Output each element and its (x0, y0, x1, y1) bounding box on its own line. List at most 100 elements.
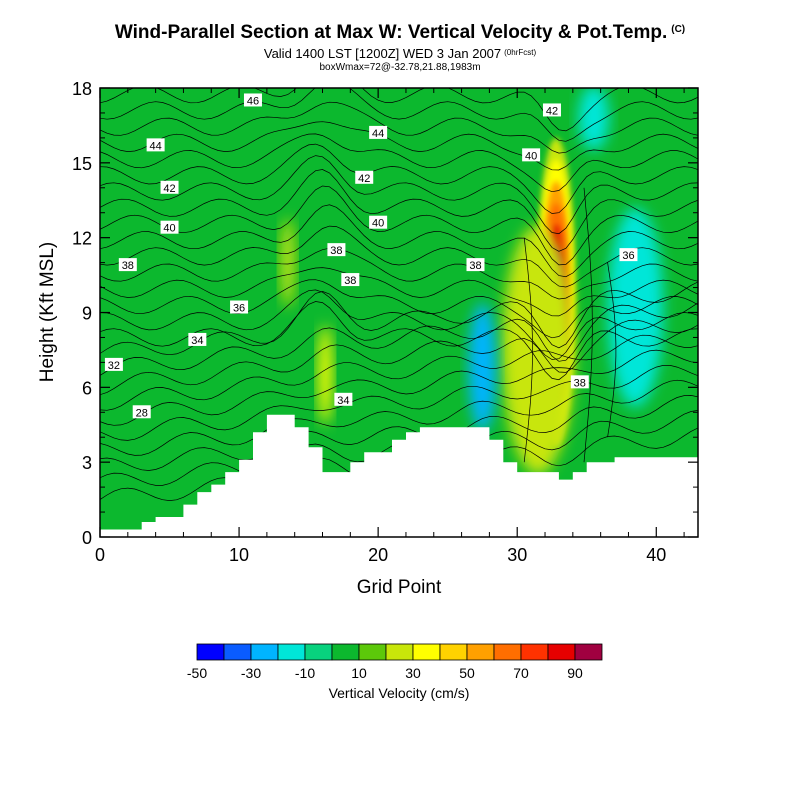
colorbar-swatch (547, 643, 576, 661)
theta-label-bg (522, 148, 541, 162)
chart-title-text: Wind-Parallel Section at Max W: Vertical… (114, 22, 668, 43)
theta-contour-line (100, 279, 698, 339)
theta-contour-label: 40 (369, 215, 388, 230)
theta-contour-line (100, 267, 698, 317)
theta-contour-line (100, 121, 698, 171)
theta-label-text: 38 (122, 260, 134, 272)
theta-label-bg (104, 357, 123, 371)
colorbar-tick-label: 90 (567, 665, 583, 681)
y-tick-label: 0 (82, 528, 92, 548)
theta-label-text: 38 (330, 245, 342, 257)
colorbar-swatch (385, 643, 414, 661)
plot-area (100, 88, 698, 537)
theta-contour-label: 32 (104, 357, 123, 372)
theta-label-text: 40 (525, 150, 537, 162)
theta-contour-label: 38 (327, 243, 346, 257)
theta-contour-line (100, 302, 698, 376)
theta-contour-line (100, 334, 698, 411)
chart-subtitle: Valid 1400 LST [1200Z] WED 3 Jan 2007 (0h… (0, 46, 800, 61)
theta-contour-line (100, 301, 698, 381)
colorbar-swatch (439, 643, 468, 661)
y-axis-title: Height (Kft MSL) (37, 242, 58, 382)
colorbar-tick-label: 10 (351, 665, 367, 681)
velocity-region (578, 88, 609, 151)
theta-label-bg (542, 103, 561, 117)
velocity-region (468, 302, 497, 433)
theta-contour-label: 42 (542, 103, 561, 117)
colorbar-tick-label: -30 (241, 665, 261, 681)
theta-label-text: 38 (344, 275, 356, 287)
theta-contour-line (100, 169, 698, 252)
theta-contour-line (100, 88, 698, 142)
theta-label-text: 42 (163, 183, 175, 195)
theta-label-text: 42 (546, 105, 558, 117)
theta-contour-label: 36 (230, 300, 249, 315)
chart-subtitle-box: boxWmax=72@-32.78,21.88,1983m (319, 62, 481, 73)
theta-contour-line (100, 395, 698, 471)
theta-contour-line (100, 349, 698, 426)
theta-contour-line (100, 247, 698, 300)
y-tick-label: 3 (82, 453, 92, 473)
theta-label-text: 28 (136, 407, 148, 419)
theta-label-bg (132, 405, 151, 419)
colorbar-tick-label: -10 (295, 665, 315, 681)
theta-contour-line (583, 187, 593, 463)
theta-label-text: 40 (372, 218, 384, 230)
theta-contour-label: 28 (132, 405, 151, 419)
theta-label-text: 34 (337, 395, 349, 407)
theta-label-bg (341, 273, 360, 287)
chart-title-mark: (C) (671, 24, 686, 35)
theta-contour-label: 38 (570, 375, 589, 389)
theta-contour-label: 38 (466, 258, 485, 272)
theta-label-bg (619, 248, 638, 262)
theta-label-text: 44 (150, 140, 162, 152)
theta-label-bg (327, 243, 346, 257)
theta-contour-label: 42 (160, 180, 179, 195)
theta-contour-label: 36 (619, 248, 638, 262)
x-tick-label: 30 (507, 545, 527, 565)
theta-label-bg (160, 220, 179, 234)
theta-contour-label: 40 (160, 220, 179, 235)
colorbar-swatch (466, 643, 495, 661)
theta-label-text: 36 (233, 303, 245, 315)
theta-contour-line (100, 289, 698, 360)
theta-label-bg (334, 392, 353, 406)
chart-subtitle-text: Valid 1400 LST [1200Z] WED 3 Jan 2007 (263, 46, 502, 61)
theta-label-bg (188, 332, 207, 346)
colorbar-swatch (223, 643, 252, 661)
colorbar-title: Vertical Velocity (cm/s) (329, 685, 470, 701)
colorbar-swatch (304, 643, 333, 661)
y-tick-label: 12 (72, 229, 92, 249)
colorbar-swatch (412, 643, 441, 661)
y-tick-label: 6 (82, 378, 92, 398)
theta-contour-line (100, 185, 698, 266)
theta-contour-label: 34 (188, 332, 207, 347)
theta-contour-line (100, 143, 698, 214)
colorbar-swatch (574, 643, 603, 661)
theta-contour-line (100, 379, 698, 456)
colorbar-tick-label: -50 (187, 665, 207, 681)
theta-label-bg (369, 215, 388, 229)
theta-label-text: 40 (163, 223, 175, 235)
theta-label-text: 34 (191, 335, 203, 347)
theta-label-text: 46 (247, 95, 259, 107)
x-tick-label: 20 (368, 545, 388, 565)
theta-label-bg (369, 125, 388, 139)
theta-contour-label: 44 (146, 138, 165, 152)
x-tick-label: 0 (95, 545, 105, 565)
colorbar: -50 -30 -10 10 30 50 70 90 (187, 643, 603, 681)
theta-contour-line (100, 225, 698, 288)
y-tick-label: 9 (82, 304, 92, 324)
theta-contour-line (100, 155, 698, 235)
colorbar-tick-label: 70 (513, 665, 529, 681)
colorbar-swatch (331, 643, 360, 661)
x-axis-title: Grid Point (357, 577, 442, 598)
velocity-region (501, 225, 575, 475)
x-tick-label: 10 (229, 545, 249, 565)
theta-label-bg (466, 258, 485, 272)
theta-contour-line (100, 204, 698, 278)
theta-label-bg (230, 300, 249, 314)
theta-contour-labels: 46 44 42 40 38 36 34 32 28 44 42 40 38 38 38 34 42 40 36 38 (104, 93, 638, 419)
colorbar-swatch (196, 643, 225, 661)
